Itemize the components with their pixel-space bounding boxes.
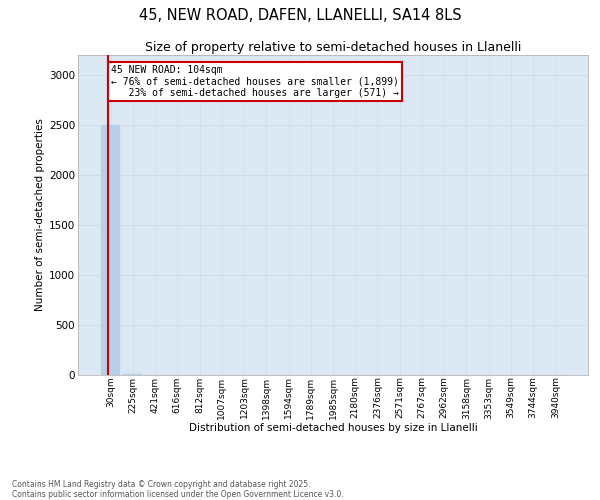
Text: Contains HM Land Registry data © Crown copyright and database right 2025.
Contai: Contains HM Land Registry data © Crown c… <box>12 480 344 499</box>
Text: 45 NEW ROAD: 104sqm
← 76% of semi-detached houses are smaller (1,899)
   23% of : 45 NEW ROAD: 104sqm ← 76% of semi-detach… <box>111 65 399 98</box>
Bar <box>124 374 142 375</box>
Bar <box>101 125 120 375</box>
X-axis label: Distribution of semi-detached houses by size in Llanelli: Distribution of semi-detached houses by … <box>188 422 478 432</box>
Title: Size of property relative to semi-detached houses in Llanelli: Size of property relative to semi-detach… <box>145 41 521 54</box>
Y-axis label: Number of semi-detached properties: Number of semi-detached properties <box>35 118 45 312</box>
Text: 45, NEW ROAD, DAFEN, LLANELLI, SA14 8LS: 45, NEW ROAD, DAFEN, LLANELLI, SA14 8LS <box>139 8 461 22</box>
